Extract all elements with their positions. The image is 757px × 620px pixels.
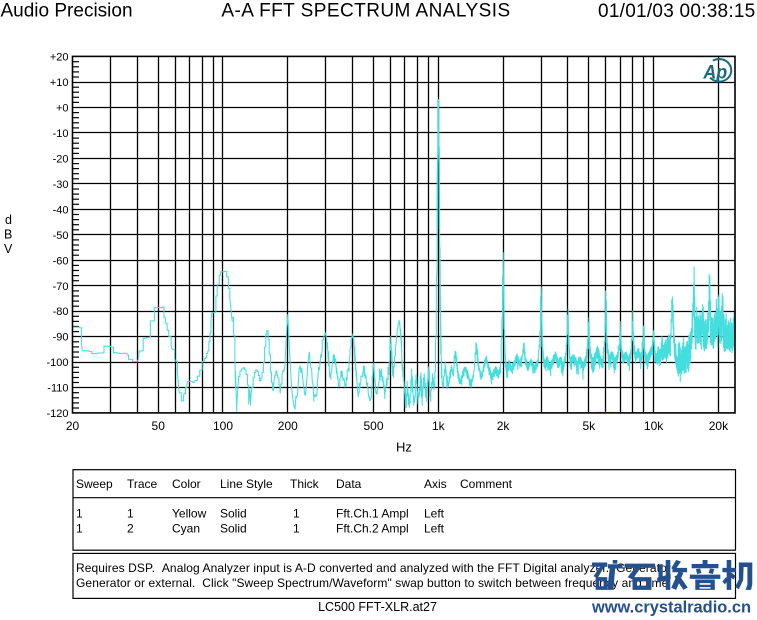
svg-text:-80: -80 (53, 306, 69, 318)
svg-text:50: 50 (152, 419, 166, 433)
svg-text:+20: +20 (50, 52, 69, 64)
svg-text:20: 20 (66, 419, 80, 433)
svg-text:Fft.Ch.1 Ampl: Fft.Ch.1 Ampl (336, 507, 409, 521)
svg-text:2k: 2k (497, 419, 511, 433)
svg-text:1: 1 (293, 522, 300, 536)
svg-text:-110: -110 (47, 383, 68, 395)
svg-text:1: 1 (76, 522, 83, 536)
svg-text:500: 500 (363, 419, 383, 433)
svg-text:-40: -40 (53, 204, 69, 216)
svg-text:01/01/03 00:38:15: 01/01/03 00:38:15 (598, 1, 755, 22)
svg-text:A-A FFT SPECTRUM ANALYSIS: A-A FFT SPECTRUM ANALYSIS (221, 1, 510, 22)
svg-text:1: 1 (293, 507, 300, 521)
svg-text:Audio Precision: Audio Precision (1, 1, 133, 22)
svg-text:LC500 FFT-XLR.at27: LC500 FFT-XLR.at27 (318, 600, 437, 614)
svg-text:Fft.Ch.2 Ampl: Fft.Ch.2 Ampl (336, 522, 409, 536)
svg-text:5k: 5k (582, 419, 596, 433)
svg-text:Requires DSP. Analog Analyzer: Requires DSP. Analog Analyzer input is A… (76, 561, 671, 575)
svg-text:Left: Left (424, 522, 445, 536)
svg-text:Generator or external. Click: Generator or external. Click "Sweep Spec… (76, 576, 669, 590)
svg-text:www.crystalradio.cn: www.crystalradio.cn (591, 598, 751, 617)
svg-text:-70: -70 (53, 281, 69, 293)
svg-text:100: 100 (213, 419, 233, 433)
svg-text:Color: Color (172, 477, 201, 491)
svg-text:-30: -30 (53, 179, 69, 191)
svg-text:+0: +0 (56, 103, 69, 115)
svg-text:Ap: Ap (702, 61, 727, 83)
svg-text:-20: -20 (53, 154, 69, 166)
svg-text:200: 200 (278, 419, 298, 433)
svg-text:-60: -60 (53, 255, 69, 267)
svg-text:Solid: Solid (220, 522, 247, 536)
svg-text:Solid: Solid (220, 507, 247, 521)
svg-text:B: B (4, 228, 12, 242)
svg-text:Line Style: Line Style (220, 477, 273, 491)
svg-text:Thick: Thick (290, 477, 320, 491)
svg-text:1: 1 (127, 507, 134, 521)
svg-text:Axis: Axis (424, 477, 447, 491)
svg-text:Yellow: Yellow (172, 507, 207, 521)
svg-text:10k: 10k (644, 419, 664, 433)
svg-text:1k: 1k (432, 419, 446, 433)
svg-text:Hz: Hz (396, 440, 412, 455)
svg-text:-90: -90 (53, 332, 69, 344)
svg-text:Comment: Comment (460, 477, 513, 491)
svg-text:V: V (4, 242, 13, 256)
svg-text:-50: -50 (53, 230, 69, 242)
svg-text:d: d (5, 213, 12, 227)
svg-text:Sweep: Sweep (76, 477, 113, 491)
svg-text:-120: -120 (46, 408, 68, 420)
svg-text:20k: 20k (709, 419, 729, 433)
svg-text:+10: +10 (50, 77, 69, 89)
svg-text:-10: -10 (53, 128, 69, 140)
svg-text:Cyan: Cyan (172, 522, 200, 536)
svg-text:Trace: Trace (127, 477, 158, 491)
svg-text:2: 2 (127, 522, 134, 536)
svg-text:1: 1 (76, 507, 83, 521)
svg-text:-100: -100 (46, 357, 68, 369)
svg-text:Left: Left (424, 507, 445, 521)
svg-text:Data: Data (336, 477, 362, 491)
